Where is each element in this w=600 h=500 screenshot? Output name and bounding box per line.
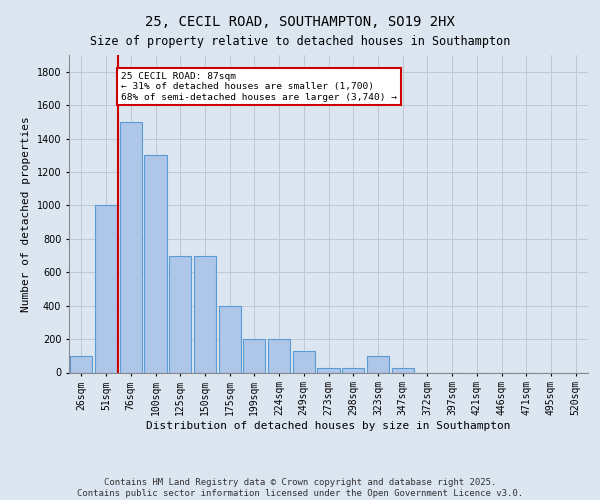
Bar [145,156,167,372]
Bar [367,356,389,372]
Bar [243,339,265,372]
Bar [342,368,364,372]
Bar [218,306,241,372]
Text: 25 CECIL ROAD: 87sqm
← 31% of detached houses are smaller (1,700)
68% of semi-de: 25 CECIL ROAD: 87sqm ← 31% of detached h… [121,72,397,102]
Bar [95,206,117,372]
Text: Contains HM Land Registry data © Crown copyright and database right 2025.
Contai: Contains HM Land Registry data © Crown c… [77,478,523,498]
Bar [70,356,92,372]
Text: 25, CECIL ROAD, SOUTHAMPTON, SO19 2HX: 25, CECIL ROAD, SOUTHAMPTON, SO19 2HX [145,15,455,29]
Bar [392,368,414,372]
Bar [194,256,216,372]
Bar [317,368,340,372]
Bar [169,256,191,372]
Text: Size of property relative to detached houses in Southampton: Size of property relative to detached ho… [90,35,510,48]
X-axis label: Distribution of detached houses by size in Southampton: Distribution of detached houses by size … [146,421,511,431]
Bar [119,122,142,372]
Bar [268,339,290,372]
Bar [293,351,315,372]
Y-axis label: Number of detached properties: Number of detached properties [21,116,31,312]
